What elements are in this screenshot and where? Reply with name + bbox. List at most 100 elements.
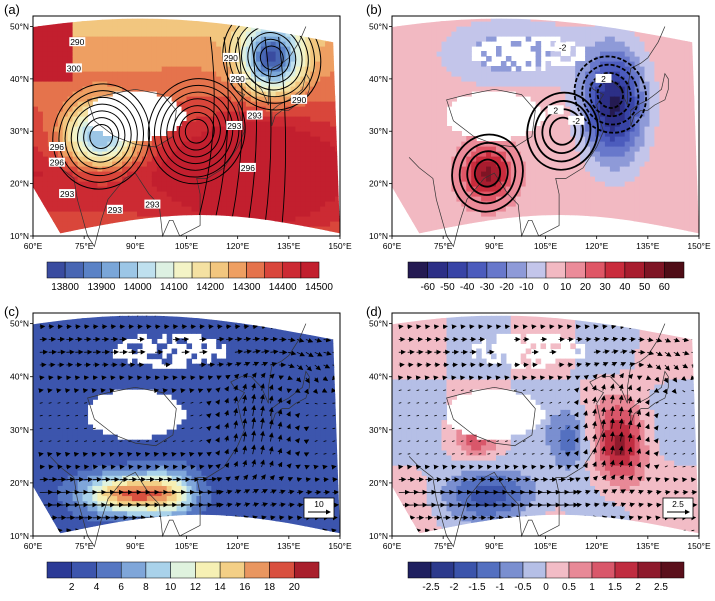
field-cell <box>151 71 158 77</box>
field-cell <box>510 26 517 32</box>
field-cell <box>132 151 138 157</box>
field-cell <box>285 61 292 67</box>
field-cell <box>241 111 247 117</box>
field-cell <box>285 96 292 102</box>
field-cell <box>570 181 576 187</box>
field-cell <box>644 136 651 142</box>
field-cell <box>82 91 89 97</box>
field-cell <box>619 136 626 142</box>
field-cell <box>77 86 84 92</box>
field-cell <box>649 101 656 107</box>
contour <box>166 98 228 165</box>
field-cell <box>600 46 606 52</box>
field-cell <box>191 46 198 52</box>
field-cell <box>565 86 571 92</box>
field-cell <box>290 76 297 82</box>
field-cell <box>260 181 267 187</box>
field-cell <box>466 41 472 47</box>
field-cell <box>585 211 591 217</box>
field-cell <box>441 161 448 167</box>
field-cell <box>600 91 606 97</box>
field-cell <box>585 146 591 152</box>
field-cell <box>451 221 457 227</box>
field-cell <box>644 176 651 182</box>
field-cell <box>236 156 242 162</box>
field-cell <box>260 161 267 167</box>
field-cell <box>436 186 443 192</box>
field-cell <box>52 96 59 102</box>
field-cell <box>491 151 497 157</box>
field-cell <box>325 46 331 52</box>
field-cell <box>466 66 472 72</box>
field-cell <box>241 201 247 207</box>
field-cell <box>231 186 237 192</box>
field-cell <box>315 141 321 147</box>
field-cell <box>604 201 611 207</box>
field-cell <box>47 201 54 207</box>
field-cell <box>406 41 413 47</box>
field-cell <box>305 126 311 132</box>
field-cell <box>510 171 517 177</box>
field-cell <box>446 21 453 27</box>
field-cell <box>530 46 537 52</box>
field-cell <box>421 106 428 112</box>
field-cell <box>231 101 237 107</box>
field-cell <box>127 196 133 202</box>
field-cell <box>146 146 153 152</box>
field-cell <box>300 201 306 207</box>
field-cell <box>560 191 566 197</box>
field-cell <box>216 201 222 207</box>
field-cell <box>500 71 507 77</box>
field-cell <box>231 26 237 32</box>
field-cell <box>515 201 522 207</box>
field-cell <box>441 141 448 147</box>
field-cell <box>245 176 252 182</box>
field-cell <box>585 136 591 142</box>
field-cell <box>186 151 193 157</box>
field-cell <box>42 126 49 132</box>
field-cell <box>674 136 680 142</box>
field-cell <box>560 116 566 122</box>
field-cell <box>416 146 423 152</box>
field-cell <box>320 126 326 132</box>
field-cell <box>520 76 527 82</box>
field-cell <box>255 76 262 82</box>
field-cell <box>530 26 537 32</box>
field-cell <box>644 156 651 162</box>
field-cell <box>87 221 94 227</box>
field-cell <box>451 171 457 177</box>
field-cell <box>461 171 467 177</box>
colorbar-swatch <box>155 261 175 279</box>
field-cell <box>431 136 438 142</box>
field-cell <box>330 176 336 182</box>
field-cell <box>609 196 616 202</box>
field-cell <box>42 41 49 47</box>
field-cell <box>186 66 193 72</box>
field-cell <box>540 176 547 182</box>
field-cell <box>476 71 482 77</box>
field-cell <box>171 81 178 87</box>
field-cell <box>211 166 217 172</box>
field-cell <box>176 91 183 97</box>
field-cell <box>226 31 232 37</box>
field-cell <box>397 126 403 132</box>
field-cell <box>525 31 532 37</box>
field-cell <box>260 186 267 192</box>
field-cell <box>82 191 89 197</box>
contour <box>52 83 151 190</box>
field-cell <box>441 126 448 132</box>
field-cell <box>151 196 158 202</box>
field-cell <box>226 116 232 122</box>
field-cell <box>112 161 118 167</box>
field-cell <box>161 51 168 57</box>
field-cell <box>491 76 497 82</box>
field-cell <box>186 46 193 52</box>
contour-label-bg <box>226 121 243 130</box>
field-cell <box>416 106 423 112</box>
field-cell <box>456 66 462 72</box>
field-cell <box>181 201 188 207</box>
field-cell <box>67 46 74 52</box>
field-cell <box>585 91 591 97</box>
field-cell <box>325 91 331 97</box>
contour <box>153 84 240 178</box>
